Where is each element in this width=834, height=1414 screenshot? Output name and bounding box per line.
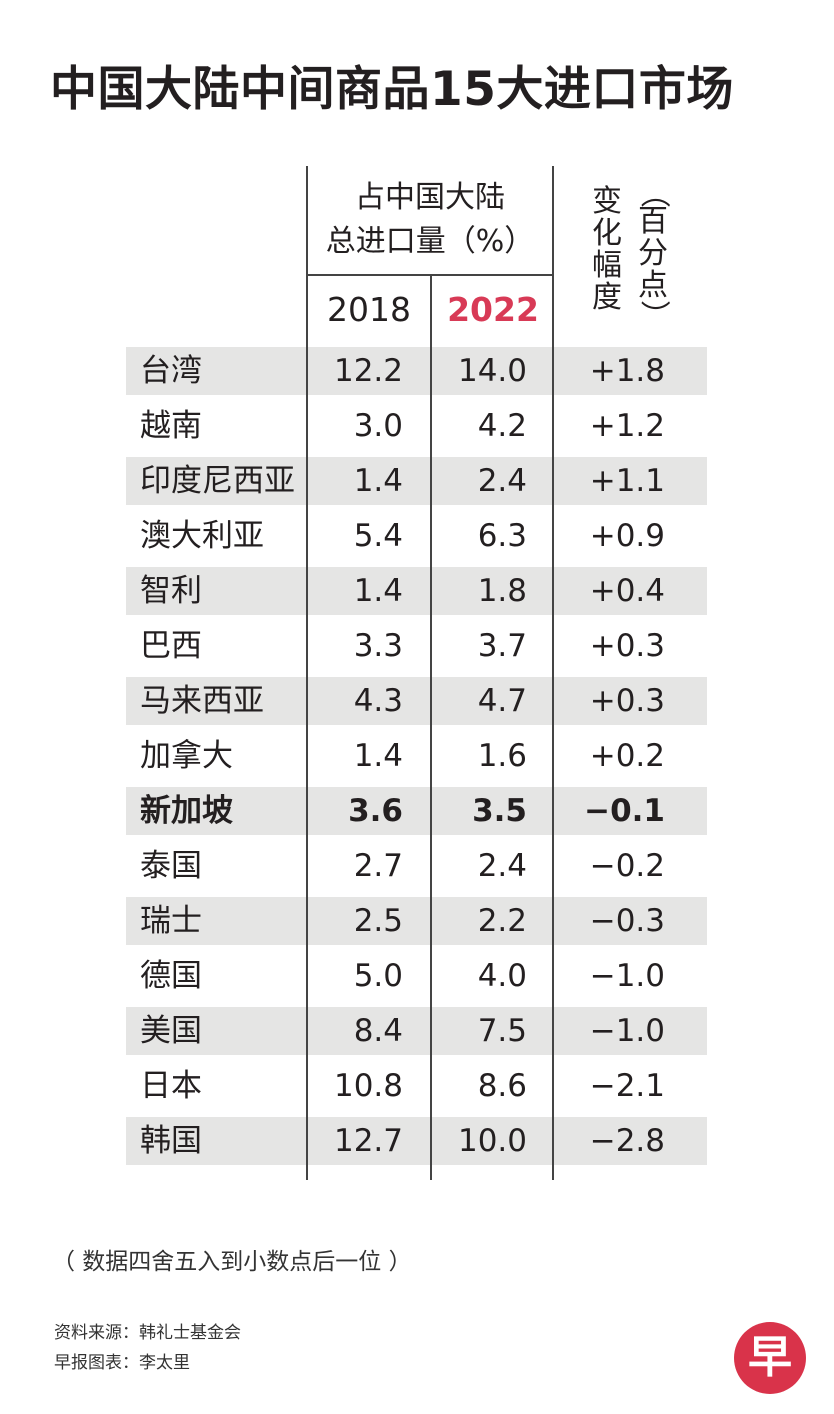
value-2022: 4.7 [477,683,527,719]
change-value: +0.3 [589,628,665,664]
value-2018: 5.0 [353,958,403,994]
table-row: 韩国 12.7 10.0 −2.8 [126,1117,707,1165]
year-2018-header: 2018 [327,290,411,329]
table-row: 美国 8.4 7.5 −1.0 [126,1007,707,1055]
table-row: 智利 1.4 1.8 +0.4 [126,567,707,615]
value-2018: 10.8 [333,1068,403,1104]
market-name: 越南 [140,408,202,444]
market-name: 台湾 [140,353,202,389]
share-header-line1: 占中国大陆 [355,180,505,215]
change-value: −2.1 [589,1068,665,1104]
zaobao-logo-icon: 早 [734,1322,806,1394]
value-2022: 4.0 [477,958,527,994]
value-2022: 1.8 [477,573,527,609]
column-rule-3 [552,166,554,1180]
share-header-line2: 总进口量（%） [325,224,535,259]
table-row: 德国 5.0 4.0 −1.0 [126,952,707,1000]
column-rule-2 [430,274,432,1180]
value-2018: 8.4 [353,1013,403,1049]
value-2018: 3.3 [353,628,403,664]
value-2022: 1.6 [477,738,527,774]
value-2018: 2.5 [353,903,403,939]
table-row: 马来西亚 4.3 4.7 +0.3 [126,677,707,725]
value-2022: 2.2 [477,903,527,939]
value-2018: 4.3 [353,683,403,719]
market-name: 加拿大 [140,738,233,774]
value-2022: 3.7 [477,628,527,664]
change-value: −0.1 [584,793,665,829]
column-rule-1 [306,166,308,1180]
market-name: 瑞士 [140,903,202,939]
value-2018: 2.7 [353,848,403,884]
table-row: 巴西 3.3 3.7 +0.3 [126,622,707,670]
change-header: 变化幅度 [592,184,622,315]
market-name: 澳大利亚 [140,518,264,554]
value-2022: 10.0 [457,1123,527,1159]
value-2022: 4.2 [477,408,527,444]
change-value: −2.8 [589,1123,665,1159]
table-row: 日本 10.8 8.6 −2.1 [126,1062,707,1110]
value-2022: 3.5 [472,793,527,829]
table-row: 台湾 12.2 14.0 +1.8 [126,347,707,395]
change-value: +0.4 [589,573,665,609]
year-2022-header: 2022 [447,290,539,329]
change-value: +1.8 [589,353,665,389]
rounding-footnote: （ 数据四舍五入到小数点后一位 ） [52,1249,412,1275]
market-name: 巴西 [140,628,202,664]
value-2018: 5.4 [353,518,403,554]
change-value: −0.3 [589,903,665,939]
change-value: −1.0 [589,958,665,994]
table-row: 加拿大 1.4 1.6 +0.2 [126,732,707,780]
table-row: 澳大利亚 5.4 6.3 +0.9 [126,512,707,560]
market-name: 日本 [140,1068,202,1104]
table-row: 印度尼西亚 1.4 2.4 +1.1 [126,457,707,505]
market-name: 新加坡 [140,793,233,829]
change-value: +0.3 [589,683,665,719]
market-name: 泰国 [140,848,202,884]
change-value: +0.9 [589,518,665,554]
value-2022: 6.3 [477,518,527,554]
change-value: −0.2 [589,848,665,884]
value-2022: 2.4 [477,463,527,499]
value-2022: 2.4 [477,848,527,884]
table-row: 新加坡 3.6 3.5 −0.1 [126,787,707,835]
value-2018: 12.2 [333,353,403,389]
value-2018: 12.7 [333,1123,403,1159]
source-credit: 资料来源：韩礼士基金会 [54,1323,241,1343]
change-value: +1.2 [589,408,665,444]
value-2018: 3.0 [353,408,403,444]
value-2022: 8.6 [477,1068,527,1104]
change-value: −1.0 [589,1013,665,1049]
market-name: 智利 [140,573,202,609]
table-row: 泰国 2.7 2.4 −0.2 [126,842,707,890]
table-row: 瑞士 2.5 2.2 −0.3 [126,897,707,945]
change-value: +1.1 [589,463,665,499]
value-2022: 7.5 [477,1013,527,1049]
market-name: 韩国 [140,1123,202,1159]
value-2018: 1.4 [353,573,403,609]
market-name: 美国 [140,1013,202,1049]
change-unit-header: （百分点） [636,178,671,330]
table-row: 越南 3.0 4.2 +1.2 [126,402,707,450]
value-2018: 1.4 [353,463,403,499]
market-name: 印度尼西亚 [140,463,295,499]
change-value: +0.2 [589,738,665,774]
market-name: 德国 [140,958,202,994]
value-2022: 14.0 [457,353,527,389]
market-name: 马来西亚 [140,683,264,719]
value-2018: 3.6 [348,793,403,829]
graphic-credit: 早报图表：李太里 [54,1353,190,1373]
chart-title: 中国大陆中间商品15大进口市场 [50,62,734,117]
value-2018: 1.4 [353,738,403,774]
